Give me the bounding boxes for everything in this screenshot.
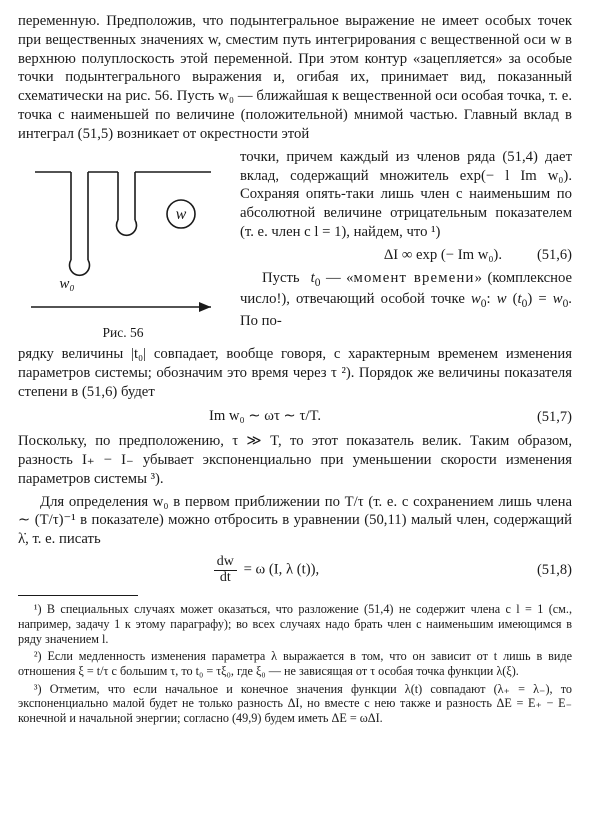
figure-text-wrap: w w₀ Рис. 56 точки, причем каждый из чле… (18, 148, 572, 345)
paragraph-3: рядку величины |t₀| совпадает, вообще го… (18, 345, 572, 401)
equation-51-6-num: (51,6) (512, 246, 572, 265)
equation-51-8-frac-num: dw (214, 555, 237, 571)
equation-51-8-num: (51,8) (512, 561, 572, 580)
footnotes: ¹) В специальных случаях может оказаться… (18, 602, 572, 725)
figure-56-svg: w w₀ (23, 152, 223, 322)
footnote-2: ²) Если медленность изменения параметра … (18, 649, 572, 678)
equation-51-8-body: dw dt = ω (I, λ (t)), (18, 555, 512, 585)
equation-51-7: Im w₀ ∼ ωτ ∼ τ/T. (51,7) (18, 407, 572, 426)
footnote-1: ¹) В специальных случаях может оказаться… (18, 602, 572, 646)
footnote-3: ³) Отметим, что если начальное и конечно… (18, 682, 572, 726)
equation-51-7-num: (51,7) (512, 408, 572, 427)
equation-51-6-body: ΔI ∞ exp (− Im w₀). (240, 246, 512, 265)
paragraph-5: Для определения w₀ в первом приближении … (18, 493, 572, 549)
paragraph-1: переменную. Предположив, что подынтеграл… (18, 12, 572, 144)
equation-51-7-body: Im w₀ ∼ ωτ ∼ τ/T. (18, 407, 512, 426)
equation-51-8-frac-den: dt (214, 571, 237, 586)
equation-51-8: dw dt = ω (I, λ (t)), (51,8) (18, 555, 572, 585)
paragraph-4: Поскольку, по предположению, τ ≫ T, то э… (18, 432, 572, 488)
equation-51-8-frac: dw dt (214, 555, 237, 585)
equation-51-6: ΔI ∞ exp (− Im w₀). (51,6) (240, 246, 572, 265)
figure-56: w w₀ Рис. 56 (18, 152, 228, 341)
figure-caption: Рис. 56 (18, 324, 228, 341)
figure-w-label: w (176, 206, 187, 223)
equation-51-8-rhs: = ω (I, λ (t)), (240, 562, 319, 578)
figure-w0-label: w₀ (59, 276, 74, 292)
p2b-lead: Пусть t0 — «момент времени» (262, 270, 482, 286)
footnote-rule (18, 595, 138, 596)
